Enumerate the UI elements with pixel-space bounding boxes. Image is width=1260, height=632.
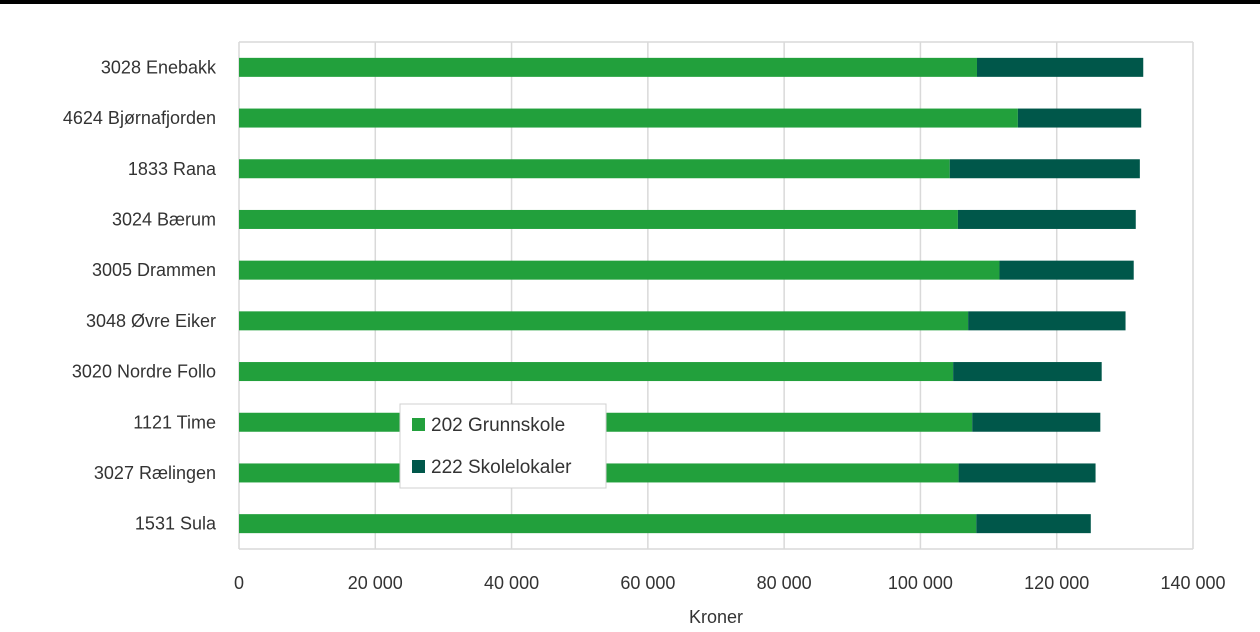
legend-label-grunnskole: 202 Grunnskole <box>431 415 565 436</box>
bar-skolelokaler <box>957 209 1136 229</box>
category-label: 1121 Time <box>133 412 216 432</box>
bar-grunnskole <box>239 514 977 534</box>
x-tick-labels: 0 20 000 40 000 60 000 80 000 100 000 120 000 1… <box>234 573 1226 593</box>
bar-grunnskole <box>239 209 958 229</box>
category-label: 3028 Enebakk <box>101 57 217 77</box>
bar-grunnskole <box>239 159 950 179</box>
bar-grunnskole <box>239 57 977 77</box>
bar-grunnskole <box>239 362 954 382</box>
legend-swatch-skolelokaler <box>412 460 425 473</box>
category-label: 1531 Sula <box>135 514 217 534</box>
x-tick-label: 0 <box>234 573 244 593</box>
category-label: 3020 Nordre Follo <box>72 362 216 382</box>
x-tick-label: 40 000 <box>484 573 539 593</box>
legend-box <box>399 403 607 489</box>
category-label: 3048 Øvre Eiker <box>86 311 216 331</box>
bar-skolelokaler <box>976 514 1091 534</box>
bar-skolelokaler <box>999 260 1134 280</box>
category-label: 3024 Bærum <box>112 209 216 229</box>
category-label: 4624 Bjørnafjorden <box>63 108 216 128</box>
x-tick-label: 100 000 <box>888 573 953 593</box>
bar-skolelokaler <box>968 311 1126 331</box>
bar-grunnskole <box>239 108 1018 128</box>
bar-skolelokaler <box>1017 108 1142 128</box>
x-tick-label: 20 000 <box>348 573 403 593</box>
x-tick-label: 60 000 <box>620 573 675 593</box>
x-axis-title: Kroner <box>689 607 743 627</box>
category-label: 3027 Rælingen <box>94 463 216 483</box>
x-tick-label: 80 000 <box>757 573 812 593</box>
bar-skolelokaler <box>958 463 1096 483</box>
x-tick-label: 140 000 <box>1160 573 1225 593</box>
category-label: 1833 Rana <box>128 159 217 179</box>
category-labels: 3028 Enebakk 4624 Bjørnafjorden 1833 Rana 3… <box>63 57 217 533</box>
bar-grunnskole <box>239 311 969 331</box>
category-label: 3005 Drammen <box>92 260 216 280</box>
legend-swatch-grunnskole <box>412 418 425 431</box>
legend-label-skolelokaler: 222 Skolelokaler <box>431 457 572 478</box>
bar-skolelokaler <box>953 362 1102 382</box>
bar-grunnskole <box>239 260 1000 280</box>
bar-skolelokaler <box>949 159 1140 179</box>
top-border-line <box>0 0 1260 4</box>
bar-skolelokaler <box>976 57 1144 77</box>
bar-skolelokaler <box>972 412 1101 432</box>
legend: 202 Grunnskole 222 Skolelokaler <box>399 403 607 489</box>
x-tick-label: 120 000 <box>1024 573 1089 593</box>
